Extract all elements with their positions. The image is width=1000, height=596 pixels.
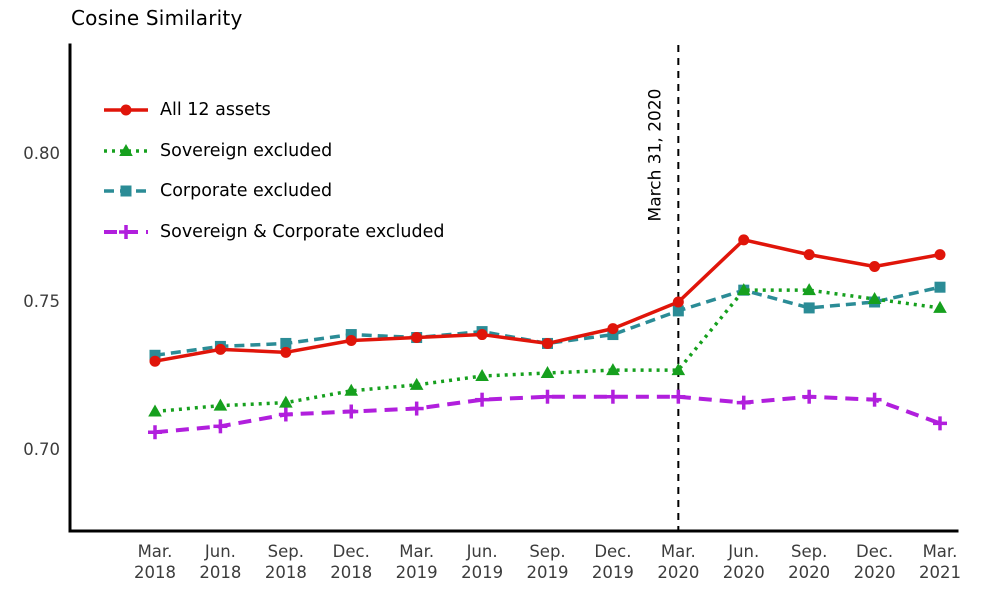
svg-text:Jun.2020: Jun. 2020: [723, 542, 765, 582]
legend-marker-square-icon: [104, 185, 148, 197]
svg-text:Jun.2019: Jun. 2019: [461, 542, 503, 582]
svg-text:Sep.2018: Sep. 2018: [265, 542, 307, 582]
legend-marker-plus-icon: [104, 224, 148, 239]
svg-text:0.70: 0.70: [23, 440, 60, 459]
svg-text:Sep.2019: Sep. 2019: [527, 542, 569, 582]
svg-text:Sep.2020: Sep. 2020: [788, 542, 830, 582]
legend-marker-triangle-icon: [104, 143, 148, 156]
legend-label-all-12-assets: All 12 assets: [160, 100, 271, 121]
svg-text:Mar.2019: Mar. 2019: [396, 542, 438, 582]
svg-text:0.80: 0.80: [23, 144, 60, 163]
svg-text:Mar.2021: Mar. 2021: [919, 542, 961, 582]
svg-text:Jun.2018: Jun. 2018: [199, 542, 241, 582]
svg-text:Dec.2020: Dec. 2020: [854, 542, 896, 582]
legend-item-all-12-assets: All 12 assets: [103, 90, 444, 131]
chart-title: Cosine Similarity: [71, 6, 243, 30]
svg-text:Dec.2019: Dec. 2019: [592, 542, 634, 582]
legend-item-sovereign-and-corporate-excluded: Sovereign & Corporate excluded: [103, 212, 444, 253]
legend-label-sovereign-and-corporate-excluded: Sovereign & Corporate excluded: [160, 221, 445, 242]
svg-text:Dec.2018: Dec. 2018: [330, 542, 372, 582]
svg-text:Mar.2018: Mar. 2018: [134, 542, 176, 582]
legend-label-sovereign-excluded: Sovereign excluded: [160, 140, 333, 161]
svg-text:March 31, 2020: March 31, 2020: [645, 89, 665, 222]
legend-item-corporate-excluded: Corporate excluded: [103, 171, 444, 212]
legend-marker-circle-icon: [104, 104, 148, 116]
svg-text:0.75: 0.75: [23, 292, 60, 311]
svg-text:Mar.2020: Mar. 2020: [657, 542, 699, 582]
legend-item-sovereign-excluded: Sovereign excluded: [103, 131, 444, 172]
legend-label-corporate-excluded: Corporate excluded: [160, 181, 333, 202]
chart-legend: All 12 assets Sovereign excluded Corpora…: [103, 90, 444, 252]
